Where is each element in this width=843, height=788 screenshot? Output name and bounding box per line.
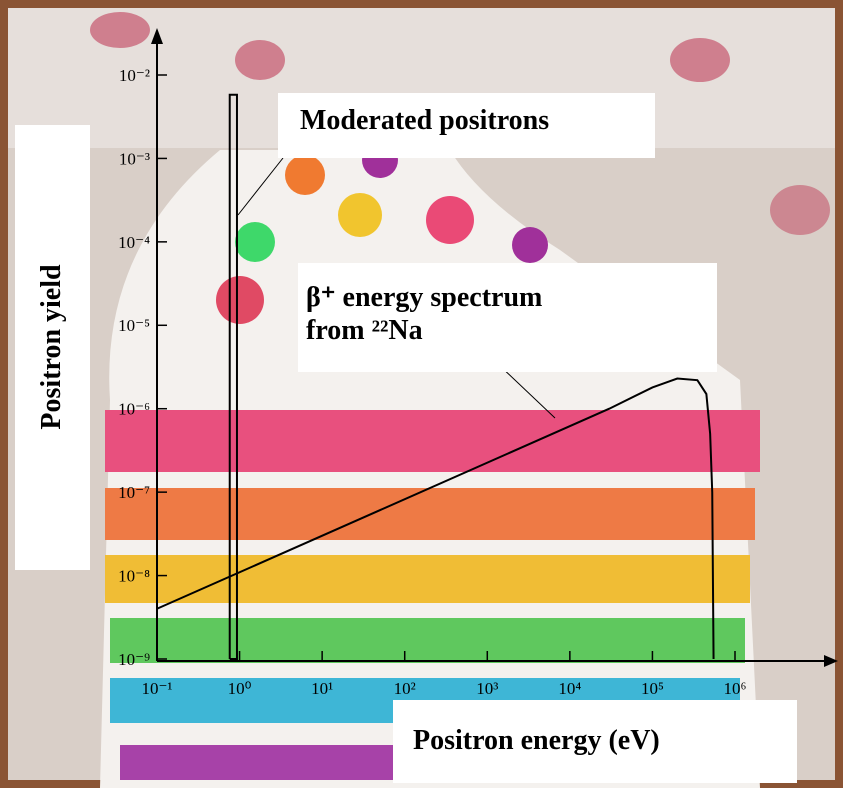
x-tick-label: 10²: [394, 679, 416, 698]
decor: [235, 40, 285, 80]
annotation: β⁺ energy spectrum from ²²Na: [298, 263, 717, 372]
x-tick-label: 10⁵: [641, 679, 664, 698]
cake-layer: [105, 555, 750, 603]
decor: [285, 155, 325, 195]
x-tick-label: 10⁻¹: [141, 679, 172, 698]
x-axis-title: Positron energy (eV): [393, 700, 797, 783]
decor: [235, 222, 275, 262]
y-tick-label: 10⁻⁵: [118, 316, 150, 335]
decor: [670, 38, 730, 82]
x-tick-label: 10³: [476, 679, 498, 698]
y-tick-label: 10⁻⁴: [118, 233, 150, 252]
annotation: Moderated positrons: [278, 93, 655, 158]
decor: [90, 12, 150, 48]
x-tick-label: 10⁶: [724, 679, 747, 698]
decor: [426, 196, 474, 244]
decor: [338, 193, 382, 237]
y-axis-title: Positron yield: [36, 264, 68, 429]
decor: [512, 227, 548, 263]
y-tick-label: 10⁻⁹: [118, 650, 150, 669]
cake-layer: [110, 618, 745, 663]
y-tick-label: 10⁻⁷: [118, 483, 150, 502]
x-tick-label: 10⁰: [228, 679, 252, 698]
cake-layer: [105, 488, 755, 540]
y-tick-label: 10⁻⁸: [118, 566, 150, 585]
page: 10⁻¹ 10⁰ 10¹ 10² 10³ 10⁴ 10⁵ 10⁶ 10⁻⁹ 10⁻⁸ 10⁻⁷ 10⁻…: [0, 0, 843, 788]
y-tick-label: 10⁻⁶: [118, 400, 150, 419]
decor: [216, 276, 264, 324]
cake-layer: [105, 410, 760, 472]
y-tick-label: 10⁻³: [119, 149, 150, 168]
y-axis-title-box: Positron yield: [15, 125, 90, 570]
x-tick-label: 10¹: [311, 679, 333, 698]
y-tick-label: 10⁻²: [119, 66, 150, 85]
decor: [770, 185, 830, 235]
x-tick-label: 10⁴: [558, 679, 581, 698]
